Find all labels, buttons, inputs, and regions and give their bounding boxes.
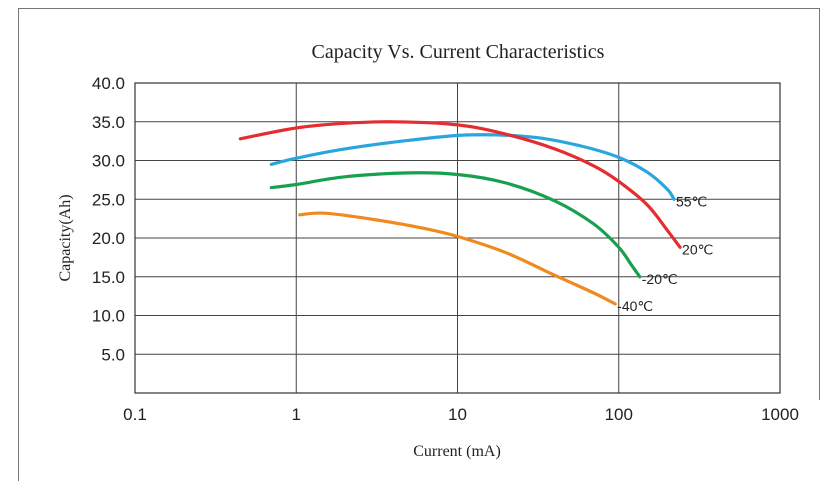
y-tick-labels: 5.0 10.0 15.0 20.0 25.0 30.0 35.0 40.0 (92, 74, 125, 364)
x-tick-label: 1 (292, 405, 301, 424)
series-labels: 55℃ 20℃-20℃ -40℃ (617, 193, 713, 314)
y-tick-label: 10.0 (92, 307, 125, 326)
series-line (269, 133, 676, 201)
series-label: 20℃ (682, 241, 713, 257)
x-tick-label: 10 (448, 405, 467, 424)
x-tick-labels: 0.1 1 10 100 1000 (123, 405, 799, 424)
series-label: -20℃ (642, 271, 678, 287)
series-lines (238, 120, 682, 306)
x-tick-label: 100 (605, 405, 633, 424)
series-line (238, 120, 682, 249)
chart-title: Capacity Vs. Current Characteristics (312, 41, 605, 63)
series-label: -40℃ (617, 298, 653, 314)
y-tick-label: 5.0 (101, 345, 125, 364)
x-tick-label: 0.1 (123, 405, 147, 424)
plot-area-border (134, 82, 781, 394)
y-tick-label: 30.0 (92, 152, 125, 171)
y-tick-label: 40.0 (92, 74, 125, 93)
series-label: 55℃ (676, 193, 707, 209)
y-axis-label: Capacity(Ah) (57, 194, 74, 281)
series-line (298, 211, 617, 306)
y-tick-label: 20.0 (92, 229, 125, 248)
y-tick-label: 35.0 (92, 113, 125, 132)
y-tick-label: 25.0 (92, 190, 125, 209)
y-tick-label: 15.0 (92, 268, 125, 287)
series-line (269, 171, 642, 279)
x-tick-label: 1000 (761, 405, 799, 424)
x-axis-label: Current (mA) (413, 443, 501, 460)
